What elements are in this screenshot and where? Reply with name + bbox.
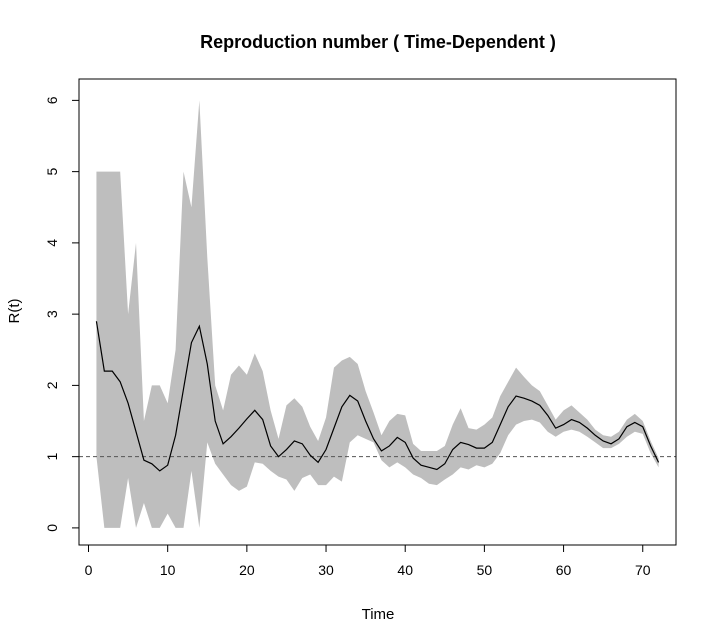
data-point: [150, 462, 153, 465]
data-point: [499, 423, 502, 426]
x-tick-label: 30: [318, 562, 334, 578]
y-tick-label: 0: [44, 524, 60, 532]
data-point: [356, 400, 359, 403]
data-point: [222, 442, 225, 445]
data-point: [420, 464, 423, 467]
data-point: [380, 449, 383, 452]
data-point: [515, 395, 518, 398]
x-axis-label: Time: [362, 606, 395, 623]
data-point: [657, 461, 660, 464]
y-tick-label: 5: [44, 168, 60, 176]
data-point: [103, 370, 106, 373]
data-point: [570, 418, 573, 421]
y-axis-label: R(t): [6, 299, 23, 324]
data-point: [404, 441, 407, 444]
data-point: [253, 409, 256, 412]
data-point: [427, 466, 430, 469]
confidence-band: [96, 100, 659, 528]
data-point: [388, 444, 391, 447]
chart-title: Reproduction number ( Time-Dependent ): [200, 32, 556, 52]
x-tick-label: 10: [160, 562, 176, 578]
x-tick-label: 40: [397, 562, 413, 578]
data-point: [562, 423, 565, 426]
data-point: [111, 370, 114, 373]
data-point: [127, 402, 130, 405]
y-tick-label: 6: [44, 96, 60, 104]
data-point: [95, 320, 98, 323]
data-point: [261, 418, 264, 421]
data-point: [625, 425, 628, 428]
data-point: [546, 414, 549, 417]
data-point: [135, 430, 138, 433]
data-point: [649, 444, 652, 447]
data-point: [206, 363, 209, 366]
data-point: [237, 427, 240, 430]
data-point: [364, 420, 367, 423]
y-tick-label: 4: [44, 239, 60, 247]
data-point: [119, 380, 122, 383]
data-point: [332, 427, 335, 430]
data-point: [325, 448, 328, 451]
estimate-line: [95, 321, 660, 472]
data-point: [467, 443, 470, 446]
data-point: [530, 400, 533, 403]
data-point: [602, 439, 605, 442]
x-tick-label: 50: [477, 562, 493, 578]
data-point: [317, 461, 320, 464]
data-point: [451, 448, 454, 451]
x-tick-label: 0: [85, 562, 93, 578]
data-point: [578, 421, 581, 424]
data-point: [198, 325, 201, 328]
data-point: [158, 469, 161, 472]
data-point: [586, 427, 589, 430]
data-point: [483, 447, 486, 450]
data-point: [396, 436, 399, 439]
x-tick-label: 20: [239, 562, 255, 578]
data-point: [277, 455, 280, 458]
data-point: [301, 442, 304, 445]
data-point: [348, 394, 351, 397]
plot-area: [79, 100, 676, 528]
y-tick-label: 1: [44, 453, 60, 461]
data-point: [641, 425, 644, 428]
data-point: [507, 405, 510, 408]
data-point: [285, 448, 288, 451]
data-point: [435, 468, 438, 471]
data-point: [174, 434, 177, 437]
data-point: [459, 441, 462, 444]
data-point: [617, 437, 620, 440]
data-point: [245, 417, 248, 420]
axes: 0 10 20 30 40 50 60 70 0 1 2 3 4 5 6: [44, 78, 677, 578]
data-point: [491, 441, 494, 444]
data-point: [412, 457, 415, 460]
x-tick-label: 70: [635, 562, 651, 578]
y-tick-label: 3: [44, 310, 60, 318]
data-point: [269, 444, 272, 447]
data-point: [214, 420, 217, 423]
data-point: [293, 439, 296, 442]
x-tick-label: 60: [556, 562, 572, 578]
data-point: [190, 341, 193, 344]
data-point: [230, 435, 233, 438]
data-point: [142, 459, 145, 462]
data-point: [182, 387, 185, 390]
data-point: [475, 447, 478, 450]
data-point: [610, 442, 613, 445]
data-point: [594, 434, 597, 437]
data-point: [633, 421, 636, 424]
data-point: [372, 437, 375, 440]
data-point: [443, 462, 446, 465]
y-tick-label: 2: [44, 381, 60, 389]
data-point: [538, 404, 541, 407]
data-point: [166, 464, 169, 467]
data-point: [522, 397, 525, 400]
data-point: [340, 405, 343, 408]
data-point: [309, 454, 312, 457]
data-point: [554, 427, 557, 430]
